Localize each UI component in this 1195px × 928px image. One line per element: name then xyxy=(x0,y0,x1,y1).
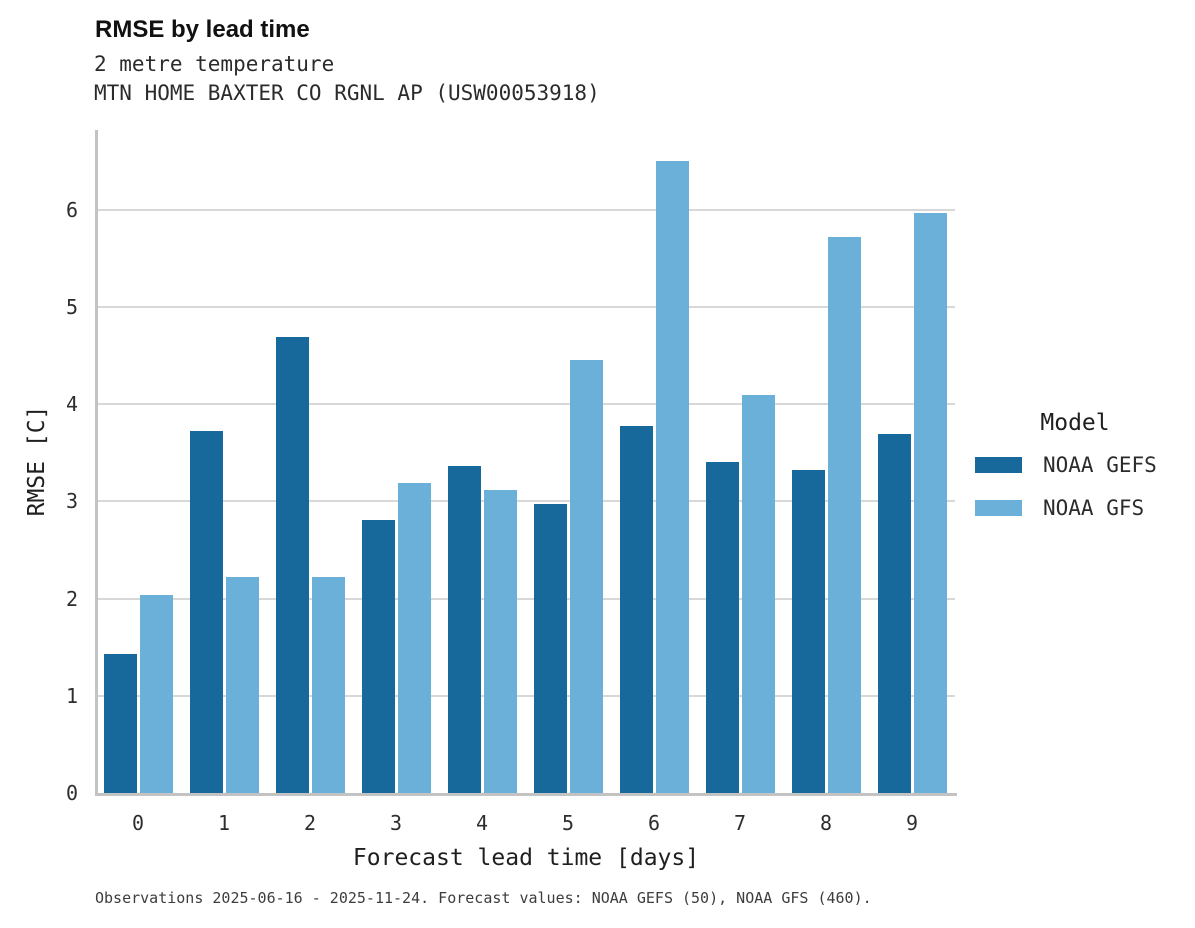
gridline-y-4 xyxy=(98,403,955,406)
gridline-y-3 xyxy=(98,500,955,503)
y-tick-6: 6 xyxy=(65,197,78,222)
chart-subtitle-variable: 2 metre temperature xyxy=(94,52,335,76)
bar-noaa-gefs-lead-8 xyxy=(791,470,825,793)
plot-panel xyxy=(95,130,955,793)
x-tick-3: 3 xyxy=(389,811,403,835)
legend: Model NOAA GEFS NOAA GFS xyxy=(975,410,1185,520)
x-tick-9: 9 xyxy=(905,811,919,835)
caption: Observations 2025-06-16 - 2025-11-24. Fo… xyxy=(95,889,872,907)
x-tick-2: 2 xyxy=(303,811,317,835)
y-tick-4: 4 xyxy=(65,392,78,417)
bar-noaa-gefs-lead-6 xyxy=(619,426,653,793)
legend-swatch-icon xyxy=(975,457,1022,473)
bar-noaa-gefs-lead-9 xyxy=(877,434,911,793)
bar-noaa-gfs-lead-0 xyxy=(139,595,173,793)
x-tick-5: 5 xyxy=(561,811,575,835)
y-tick-2: 2 xyxy=(65,586,78,611)
bar-noaa-gfs-lead-3 xyxy=(397,483,431,793)
bar-noaa-gefs-lead-7 xyxy=(705,462,739,793)
gridline-y-5 xyxy=(98,305,955,308)
x-tick-8: 8 xyxy=(819,811,833,835)
bar-noaa-gefs-lead-0 xyxy=(103,654,137,793)
bar-noaa-gfs-lead-7 xyxy=(741,395,775,793)
bar-noaa-gefs-lead-5 xyxy=(533,504,567,793)
bar-noaa-gfs-lead-9 xyxy=(913,213,947,793)
y-tick-5: 5 xyxy=(65,294,78,319)
legend-swatch-icon xyxy=(975,500,1022,516)
bar-noaa-gfs-lead-8 xyxy=(827,237,861,793)
legend-items: NOAA GEFS NOAA GFS xyxy=(975,453,1185,520)
x-tick-0: 0 xyxy=(131,811,145,835)
x-tick-6: 6 xyxy=(647,811,661,835)
legend-item-noaa-gfs: NOAA GFS xyxy=(975,496,1185,520)
bar-noaa-gefs-lead-2 xyxy=(275,337,309,793)
bar-noaa-gfs-lead-6 xyxy=(655,161,689,793)
x-tick-4: 4 xyxy=(475,811,489,835)
bar-noaa-gefs-lead-4 xyxy=(447,466,481,793)
chart-subtitle-station: MTN HOME BAXTER CO RGNL AP (USW00053918) xyxy=(94,81,600,105)
legend-item-noaa-gefs: NOAA GEFS xyxy=(975,453,1185,477)
x-tick-7: 7 xyxy=(733,811,747,835)
y-tick-3: 3 xyxy=(65,489,78,514)
gridline-y-1 xyxy=(98,694,955,697)
bar-noaa-gfs-lead-1 xyxy=(225,577,259,793)
bar-noaa-gfs-lead-2 xyxy=(311,577,345,793)
legend-label: NOAA GFS xyxy=(1043,496,1145,520)
bar-noaa-gefs-lead-1 xyxy=(189,431,223,793)
bar-noaa-gfs-lead-4 xyxy=(483,490,517,793)
gridline-y-2 xyxy=(98,597,955,600)
x-tick-1: 1 xyxy=(217,811,231,835)
gridline-y-6 xyxy=(98,208,955,211)
legend-title: Model xyxy=(1040,410,1110,436)
bar-noaa-gfs-lead-5 xyxy=(569,360,603,793)
bar-noaa-gefs-lead-3 xyxy=(361,520,395,793)
y-tick-1: 1 xyxy=(65,683,78,708)
y-axis-line xyxy=(95,130,98,796)
legend-label: NOAA GEFS xyxy=(1043,453,1157,477)
chart-title: RMSE by lead time xyxy=(95,16,310,43)
y-tick-0: 0 xyxy=(65,781,78,805)
x-axis-title: Forecast lead time [days] xyxy=(352,845,700,871)
x-axis-line xyxy=(95,793,957,796)
